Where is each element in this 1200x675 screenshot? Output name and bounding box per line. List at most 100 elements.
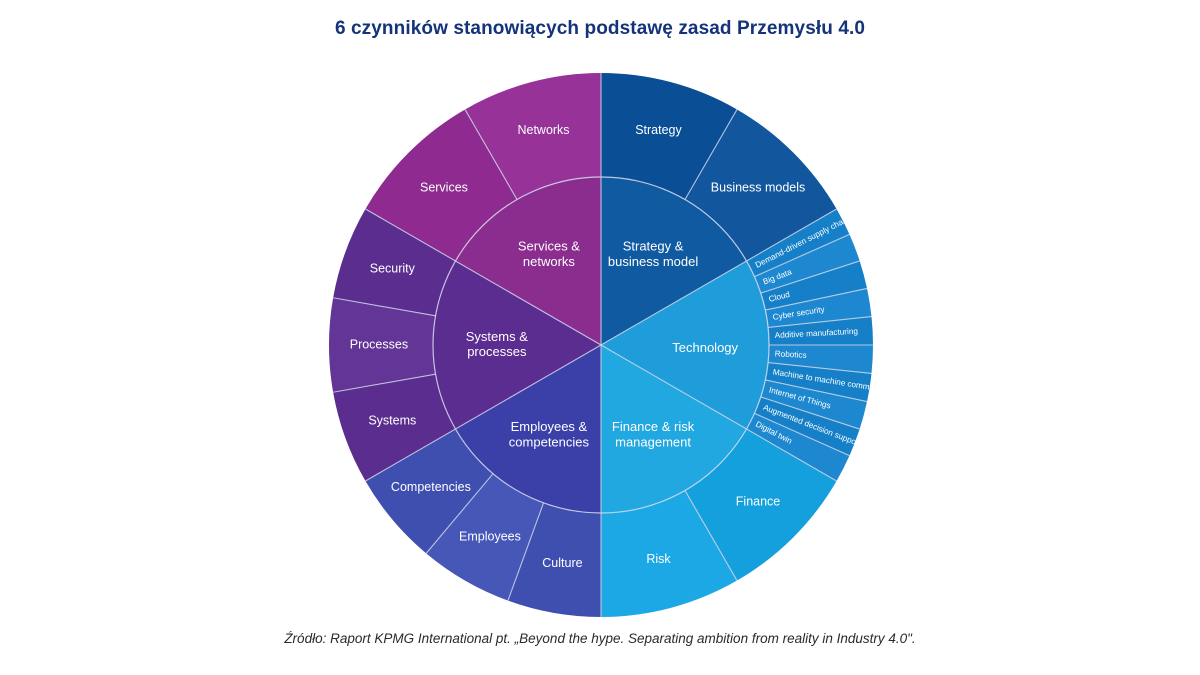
outer-segment-wedge[interactable] [768, 316, 873, 345]
outer-segment-wedge[interactable] [333, 374, 456, 481]
outer-segment-label: Strategy [635, 123, 682, 137]
segment-divider [765, 379, 868, 403]
sunburst-outer-segment[interactable]: Cloud [760, 260, 868, 311]
segment-divider [684, 490, 738, 581]
sunburst-outer-segment[interactable]: Cyber security [765, 287, 872, 328]
outer-segment-wedge[interactable] [426, 473, 544, 601]
inner-sector-label-line2: competencies [509, 435, 590, 450]
inner-sector-label-line2: business model [608, 254, 698, 269]
outer-segment-wedge[interactable] [329, 297, 436, 393]
outer-segment-label: Security [370, 261, 416, 275]
outer-segment-wedge[interactable] [685, 429, 837, 581]
sunburst-outer-segment[interactable]: Business models [684, 109, 837, 261]
inner-sector-label-line2: networks [523, 254, 576, 269]
segment-divider [684, 109, 738, 200]
sunburst-outer-segment[interactable]: Services [365, 109, 517, 261]
outer-segment-wedge[interactable] [746, 413, 850, 481]
outer-segment-wedge[interactable] [760, 379, 868, 430]
sunburst-outer-segment[interactable]: Processes [329, 297, 436, 393]
source-note: Źródło: Raport KPMG International pt. „B… [284, 631, 916, 646]
segment-divider [333, 373, 436, 393]
sunburst-inner-sector[interactable] [601, 177, 747, 345]
outer-segment-wedge[interactable] [768, 345, 873, 374]
sunburst-inner-sector[interactable] [433, 261, 601, 429]
inner-sector-wedge[interactable] [601, 177, 747, 345]
segment-divider [768, 316, 872, 328]
inner-sector-wedge[interactable] [601, 261, 769, 429]
outer-segment-label: Additive manufacturing [775, 327, 859, 340]
sunburst-inner-sector[interactable] [601, 345, 747, 513]
sunburst-inner-sector[interactable] [455, 177, 601, 345]
sunburst-chart: Strategy Business models Strategy & busines… [329, 73, 873, 617]
outer-segment-label: Culture [542, 556, 582, 570]
sunburst-outer-segment[interactable]: Systems [333, 374, 456, 481]
outer-segment-wedge[interactable] [746, 209, 850, 277]
outer-segment-wedge[interactable] [507, 502, 601, 617]
outer-segment-label: Processes [350, 337, 408, 351]
segment-divider [333, 297, 436, 317]
sunburst-outer-segment[interactable]: Security [333, 209, 456, 317]
inner-sector-label: Technology [672, 341, 738, 356]
sunburst-outer-segment[interactable]: Risk [601, 490, 738, 617]
inner-sector-label: Systems & processes [466, 329, 528, 359]
inner-sector-label-line1: Finance & risk [612, 419, 695, 434]
outer-segment-label: Networks [517, 123, 569, 137]
segment-divider [760, 396, 860, 430]
outer-segment-label: Competencies [391, 480, 471, 494]
segment-divider [754, 233, 850, 278]
sunburst-outer-segment[interactable]: Employees [426, 473, 545, 601]
inner-sector-label: Services & networks [518, 239, 580, 269]
segment-divider [754, 412, 850, 457]
inner-sector-wedge[interactable] [601, 345, 747, 513]
inner-sector-label-line2: processes [467, 345, 527, 360]
outer-segment-wedge[interactable] [365, 109, 517, 261]
inner-sector-label-line1: Employees & [511, 419, 588, 434]
segment-divider [765, 287, 868, 311]
segment-divider [507, 502, 545, 601]
outer-segment-label: Services [420, 180, 468, 194]
outer-segment-wedge[interactable] [754, 234, 860, 294]
outer-segment-wedge[interactable] [760, 260, 868, 311]
outer-segment-label: Systems [368, 413, 416, 427]
sunburst-inner-sector[interactable] [455, 345, 601, 514]
outer-segment-wedge[interactable] [685, 109, 837, 261]
inner-sector-wedge[interactable] [455, 177, 601, 345]
sunburst-outer-segment[interactable]: Culture [507, 502, 601, 617]
sunburst-svg: Strategy Business models Strategy & busines… [329, 73, 873, 617]
outer-segment-wedge[interactable] [365, 429, 494, 554]
outer-segment-label: Robotics [775, 349, 807, 360]
segment-divider [464, 109, 518, 200]
segment-divider [768, 362, 872, 374]
outer-segment-label: Risk [646, 552, 671, 566]
outer-segment-wedge[interactable] [765, 288, 872, 328]
sector-divider [365, 344, 602, 482]
outer-segment-wedge[interactable] [754, 396, 860, 456]
sunburst-outer-segment[interactable]: Robotics [768, 344, 873, 374]
sector-divider [600, 344, 837, 482]
inner-sector-label: Finance & risk management [612, 419, 695, 449]
segment-divider [425, 473, 494, 554]
outer-segment-wedge[interactable] [765, 362, 872, 402]
sunburst-outer-segment[interactable]: Machine to machine comm. [765, 362, 872, 402]
outer-segment-wedge[interactable] [333, 209, 456, 316]
sunburst-outer-segment[interactable]: Competencies [365, 429, 494, 554]
outer-segment-label: Finance [736, 494, 781, 508]
sunburst-outer-segment[interactable]: Networks [464, 73, 601, 200]
inner-sector-label-line2: management [615, 435, 691, 450]
outer-segment-label: Business models [711, 180, 806, 194]
inner-sector-label: Employees & competencies [509, 419, 590, 449]
outer-segment-label: Employees [459, 530, 521, 544]
page-title: 6 czynników stanowiących podstawę zasad … [334, 18, 866, 39]
inner-sector-label-line1: Strategy & [623, 239, 684, 254]
sunburst-inner-sector[interactable] [601, 261, 769, 429]
inner-sector-wedge[interactable] [433, 261, 601, 429]
sector-divider [365, 208, 602, 346]
sunburst-outer-segment[interactable]: Additive manufacturing [768, 316, 873, 345]
inner-sector-label-line1: Services & [518, 239, 580, 254]
sunburst-outer-segment[interactable]: Finance [685, 429, 837, 581]
sunburst-outer-segment[interactable]: Big data [754, 233, 860, 294]
sector-divider [600, 208, 837, 346]
inner-sector-wedge[interactable] [455, 345, 601, 514]
inner-sector-label-line1: Systems & [466, 329, 528, 344]
